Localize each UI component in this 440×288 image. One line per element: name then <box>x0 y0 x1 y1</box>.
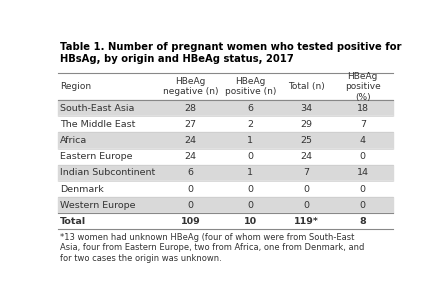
Text: The Middle East: The Middle East <box>60 120 136 129</box>
Text: 28: 28 <box>184 104 197 113</box>
Text: HBeAg
positive (n): HBeAg positive (n) <box>224 77 276 96</box>
Bar <box>59 132 392 149</box>
Text: 7: 7 <box>360 120 366 129</box>
Bar <box>59 181 392 197</box>
Text: Denmark: Denmark <box>60 185 104 194</box>
Text: 24: 24 <box>301 152 312 161</box>
Text: 25: 25 <box>301 136 312 145</box>
Text: Africa: Africa <box>60 136 88 145</box>
Text: 34: 34 <box>301 104 312 113</box>
Text: South-East Asia: South-East Asia <box>60 104 135 113</box>
Bar <box>59 197 392 213</box>
Text: 0: 0 <box>304 201 309 210</box>
Text: 0: 0 <box>187 185 194 194</box>
Text: Western Europe: Western Europe <box>60 201 136 210</box>
Text: Indian Subcontinent: Indian Subcontinent <box>60 168 155 177</box>
Text: 1: 1 <box>247 168 253 177</box>
Text: 0: 0 <box>360 185 366 194</box>
Text: 2: 2 <box>247 120 253 129</box>
Text: Total: Total <box>60 217 86 226</box>
Text: 10: 10 <box>244 217 257 226</box>
Text: 0: 0 <box>304 185 309 194</box>
Text: 119*: 119* <box>294 217 319 226</box>
Text: 29: 29 <box>301 120 312 129</box>
Text: 6: 6 <box>187 168 194 177</box>
Text: HBeAg
positive
(%): HBeAg positive (%) <box>345 72 381 102</box>
Text: 0: 0 <box>187 201 194 210</box>
Text: Region: Region <box>60 82 91 91</box>
Text: Table 1. Number of pregnant women who tested positive for
HBsAg, by origin and H: Table 1. Number of pregnant women who te… <box>60 42 402 64</box>
Text: 24: 24 <box>184 152 197 161</box>
Text: 0: 0 <box>247 185 253 194</box>
Text: Total (n): Total (n) <box>288 82 325 91</box>
Text: 0: 0 <box>247 152 253 161</box>
Text: HBeAg
negative (n): HBeAg negative (n) <box>163 77 218 96</box>
Text: 0: 0 <box>360 201 366 210</box>
Text: 7: 7 <box>304 168 309 177</box>
Text: 109: 109 <box>181 217 201 226</box>
Text: *13 women had unknown HBeAg (four of whom were from South-East
Asia, four from E: *13 women had unknown HBeAg (four of who… <box>60 233 364 263</box>
Text: 14: 14 <box>357 168 369 177</box>
Text: 27: 27 <box>184 120 197 129</box>
Text: 0: 0 <box>360 152 366 161</box>
Text: 0: 0 <box>247 201 253 210</box>
Text: 6: 6 <box>247 104 253 113</box>
Text: 18: 18 <box>357 104 369 113</box>
Bar <box>59 100 392 116</box>
Text: Eastern Europe: Eastern Europe <box>60 152 132 161</box>
Bar <box>59 149 392 165</box>
Text: 4: 4 <box>360 136 366 145</box>
Text: 8: 8 <box>359 217 366 226</box>
Text: 24: 24 <box>184 136 197 145</box>
Bar <box>59 116 392 132</box>
Bar <box>59 165 392 181</box>
Text: 1: 1 <box>247 136 253 145</box>
Bar <box>59 213 392 230</box>
